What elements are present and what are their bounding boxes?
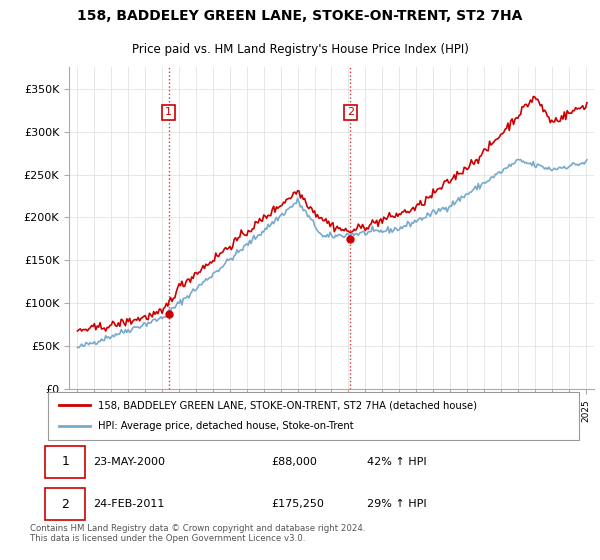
Text: 24-FEB-2011: 24-FEB-2011 [93, 499, 164, 509]
Text: HPI: Average price, detached house, Stoke-on-Trent: HPI: Average price, detached house, Stok… [98, 421, 354, 431]
Text: 2: 2 [61, 498, 69, 511]
Text: 23-MAY-2000: 23-MAY-2000 [93, 457, 165, 467]
FancyBboxPatch shape [46, 488, 85, 520]
Text: 1: 1 [165, 108, 172, 117]
Text: Contains HM Land Registry data © Crown copyright and database right 2024.
This d: Contains HM Land Registry data © Crown c… [30, 524, 365, 543]
Text: 158, BADDELEY GREEN LANE, STOKE-ON-TRENT, ST2 7HA (detached house): 158, BADDELEY GREEN LANE, STOKE-ON-TRENT… [98, 400, 478, 410]
Text: 2: 2 [347, 108, 354, 117]
Text: £88,000: £88,000 [271, 457, 317, 467]
Text: Price paid vs. HM Land Registry's House Price Index (HPI): Price paid vs. HM Land Registry's House … [131, 43, 469, 56]
Text: £175,250: £175,250 [271, 499, 324, 509]
Text: 29% ↑ HPI: 29% ↑ HPI [367, 499, 426, 509]
Text: 158, BADDELEY GREEN LANE, STOKE-ON-TRENT, ST2 7HA: 158, BADDELEY GREEN LANE, STOKE-ON-TRENT… [77, 10, 523, 24]
FancyBboxPatch shape [48, 392, 579, 440]
Text: 1: 1 [61, 455, 69, 468]
Text: 42% ↑ HPI: 42% ↑ HPI [367, 457, 426, 467]
FancyBboxPatch shape [46, 446, 85, 478]
